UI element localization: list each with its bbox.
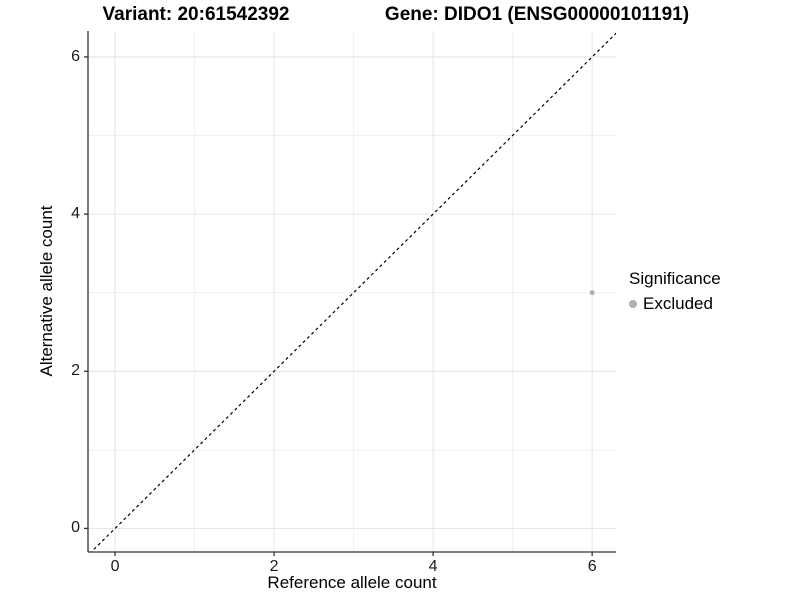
identity-line — [90, 32, 616, 552]
data-point — [589, 290, 595, 296]
legend-point-icon — [629, 300, 637, 308]
x-axis-title: Reference allele count — [267, 573, 437, 592]
y-tick-label: 0 — [71, 519, 80, 537]
legend-item-excluded: Excluded — [629, 294, 721, 314]
y-tick-label: 2 — [71, 362, 80, 380]
x-tick-label: 2 — [269, 558, 279, 575]
y-axis-title: Alternative allele count — [37, 205, 56, 377]
legend: Significance Excluded — [629, 269, 721, 314]
y-tick-label: 6 — [71, 47, 80, 65]
plot-title-variant: Variant: 20:61542392 — [102, 4, 290, 25]
plot-title-gene: Gene: DIDO1 (ENSG00000101191) — [384, 4, 690, 25]
y-tick-label: 4 — [71, 205, 80, 223]
x-tick-label: 0 — [110, 558, 120, 575]
x-tick-label: 6 — [587, 558, 597, 575]
legend-title: Significance — [629, 269, 721, 288]
legend-item-label: Excluded — [643, 294, 713, 313]
x-tick-label: 4 — [428, 558, 438, 575]
